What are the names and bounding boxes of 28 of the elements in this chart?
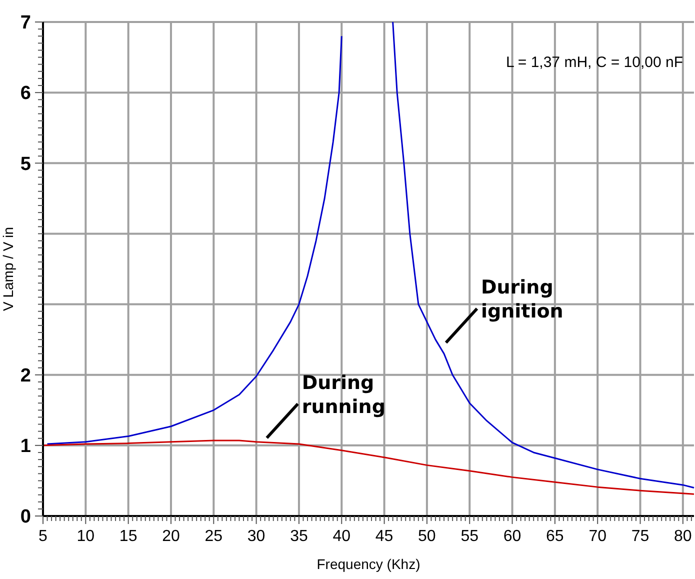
x-tick-label: 55 [460,528,479,545]
x-axis-title: Frequency (Khz) [316,556,420,572]
x-tick-label: 50 [418,528,436,545]
annotation: L = 1,37 mH, C = 10,00 nF [506,54,683,71]
x-tick-label: 75 [631,528,650,545]
x-tick-label: 20 [162,528,180,545]
y-tick-label: 2 [20,366,31,387]
x-tick-label: 5 [38,528,48,545]
x-tick-label: 65 [546,528,564,545]
line-series [42,440,695,495]
x-tick-label: 25 [204,528,223,545]
x-tick-label: 45 [375,528,394,545]
y-axis-title: V Lamp / V in [0,226,16,312]
annotation: During ignition [481,276,564,323]
y-tick-label: 7 [20,12,31,34]
y-tick-label: 0 [20,506,31,528]
y-tick-label: 1 [20,436,32,458]
x-tick-label: 60 [503,528,522,545]
x-tick-label: 40 [332,528,351,545]
x-tick-label: 70 [588,528,607,545]
x-tick-label: 80 [674,528,692,545]
x-tick-label: 15 [119,528,138,545]
x-tick-label: 35 [290,528,308,545]
y-tick-label: 6 [20,83,31,104]
x-tick-label: 10 [76,528,95,545]
x-tick-label: 30 [247,528,266,545]
y-tick-label: 5 [20,154,32,175]
annotation: During running [302,372,386,418]
